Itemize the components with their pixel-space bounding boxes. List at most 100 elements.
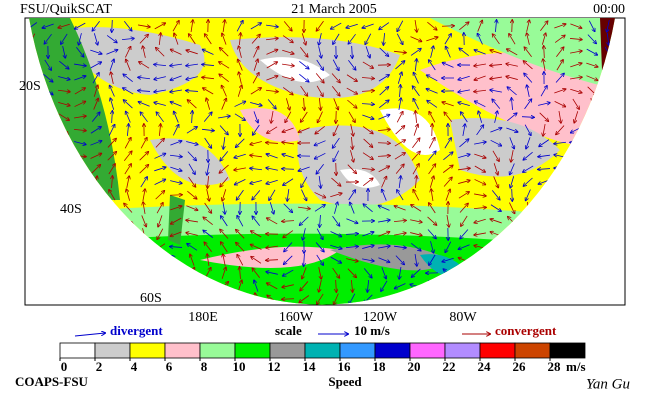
- wind-arrow: [491, 190, 500, 199]
- wind-arrow: [112, 19, 113, 32]
- wind-arrow: [125, 47, 130, 58]
- wind-arrow: [461, 112, 468, 123]
- wind-arrow: [429, 176, 433, 188]
- wind-arrow: [203, 217, 213, 226]
- wind-arrow: [155, 191, 165, 200]
- wind-arrow: [396, 112, 403, 123]
- wind-arrow: [250, 141, 262, 145]
- wind-arrow: [459, 22, 468, 31]
- wind-arrow: [543, 59, 546, 71]
- wind-arrow: [412, 164, 419, 175]
- wind-arrow: [79, 33, 82, 45]
- colorbar-swatch: [479, 342, 516, 359]
- wind-arrow: [318, 267, 322, 279]
- wind-arrow: [266, 50, 277, 55]
- wind-arrow: [442, 63, 454, 68]
- wind-arrow: [554, 24, 565, 29]
- wind-arrow: [186, 220, 198, 222]
- wind-arrow: [332, 215, 340, 226]
- legend-divergent: divergent: [110, 323, 163, 338]
- wind-arrow: [348, 59, 355, 70]
- wind-arrow: [490, 204, 501, 212]
- wind-arrow: [415, 59, 416, 72]
- wind-arrow: [169, 195, 182, 196]
- colorbar-tick-label: 18: [373, 359, 387, 374]
- wind-arrow: [379, 100, 388, 109]
- wind-arrow: [363, 138, 373, 147]
- wind-arrow: [112, 176, 113, 189]
- wind-arrow: [154, 154, 166, 159]
- wind-arrow: [427, 229, 436, 239]
- wind-arrow: [458, 244, 470, 249]
- wind-arrow: [219, 74, 229, 83]
- wind-arrow: [427, 151, 436, 161]
- wind-arrow: [267, 283, 278, 290]
- wind-arrow: [282, 221, 295, 222]
- wind-arrow: [301, 33, 306, 44]
- colorbar-swatch: [234, 342, 271, 359]
- wind-arrow: [44, 33, 52, 44]
- wind-arrow: [252, 268, 260, 278]
- wind-arrow: [410, 219, 422, 223]
- wind-arrow: [282, 169, 295, 170]
- wind-arrow: [107, 139, 116, 148]
- wind-arrow: [362, 114, 373, 119]
- wind-arrow: [521, 117, 534, 118]
- wind-arrow: [110, 86, 115, 97]
- wind-arrow: [492, 99, 501, 109]
- wind-arrow: [415, 254, 417, 266]
- wind-arrow: [206, 189, 210, 201]
- wind-arrow: [204, 242, 213, 252]
- wind-arrow: [554, 142, 567, 144]
- colorbar-swatch: [269, 342, 306, 359]
- wind-arrow: [283, 203, 292, 212]
- wind-arrow: [124, 204, 133, 213]
- wind-arrow: [314, 205, 325, 212]
- wind-arrow: [254, 280, 259, 292]
- wind-arrow: [203, 50, 214, 55]
- wind-arrow: [506, 76, 518, 80]
- wind-arrow: [331, 177, 340, 186]
- wind-arrow: [570, 77, 582, 79]
- wind-arrow: [58, 76, 70, 79]
- wind-arrow: [395, 164, 404, 174]
- wind-arrow: [186, 141, 198, 144]
- wind-arrow: [138, 25, 150, 27]
- wind-arrow: [539, 112, 549, 121]
- wind-arrow: [203, 88, 214, 95]
- wind-arrow: [282, 76, 294, 80]
- wind-arrow: [126, 189, 131, 201]
- wind-arrow: [252, 190, 261, 199]
- wind-arrow: [442, 165, 453, 173]
- wind-arrow: [239, 46, 242, 58]
- wind-arrow: [333, 150, 340, 162]
- wind-arrow: [202, 77, 215, 78]
- colorbar-tick-label: 10: [233, 359, 246, 374]
- wind-arrow: [266, 25, 278, 27]
- wind-arrow: [169, 155, 182, 157]
- colorbar-swatch: [444, 342, 481, 359]
- wind-arrow: [174, 33, 179, 45]
- wind-arrow: [304, 253, 305, 266]
- wind-arrow: [415, 111, 416, 124]
- wind-arrow: [474, 179, 486, 184]
- wind-arrow: [221, 216, 228, 227]
- colorbar: 0 2 4 6 8 10 12 14 16 18 20 22 24 26 28 m/s: [59, 342, 586, 374]
- wind-arrow: [237, 216, 244, 227]
- wind-arrow: [539, 139, 550, 147]
- wind-arrow: [124, 21, 131, 30]
- wind-arrow: [394, 246, 406, 248]
- wind-arrow: [361, 168, 374, 169]
- wind-arrow: [397, 20, 404, 32]
- wind-arrow: [442, 102, 454, 107]
- wind-arrow: [61, 33, 68, 44]
- wind-arrow: [319, 97, 320, 110]
- wind-arrow: [250, 155, 262, 157]
- wind-arrow: [236, 138, 245, 147]
- wind-arrow: [362, 232, 373, 237]
- colorbar-tick-label: 22: [443, 359, 456, 374]
- wind-arrow: [393, 220, 406, 221]
- wind-arrow: [347, 164, 356, 174]
- wind-arrow: [237, 255, 244, 266]
